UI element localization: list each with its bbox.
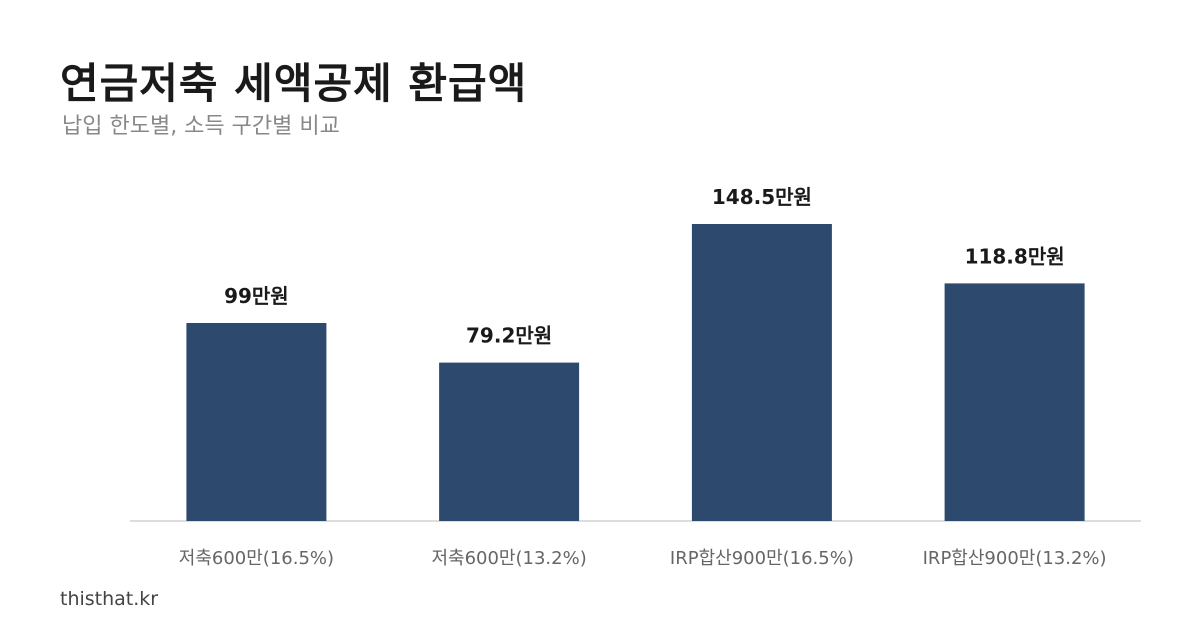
bar-1 — [186, 323, 327, 521]
chart-subtitle: 납입 한도별, 소득 구간별 비교 — [62, 114, 340, 139]
data-labels-layer: 99만원 79.2만원 148.5만원 118.8만원 — [224, 185, 1065, 348]
bar-value-label-1: 99만원 — [224, 284, 289, 308]
x-tick-label-1: 저축600만(16.5%) — [179, 548, 334, 569]
bar-4 — [944, 283, 1085, 521]
chart-title: 연금저축 세액공제 환급액 — [60, 59, 528, 108]
x-tick-label-2: 저축600만(13.2%) — [431, 548, 586, 569]
bar-value-label-3: 148.5만원 — [712, 185, 812, 209]
bar-value-label-4: 118.8만원 — [965, 244, 1065, 268]
x-tick-label-3: IRP합산900만(16.5%) — [670, 548, 854, 569]
bars-layer — [186, 224, 1085, 521]
bar-value-label-2: 79.2만원 — [466, 324, 552, 348]
x-tick-labels-layer: 저축600만(16.5%) 저축600만(13.2%) IRP합산900만(16.5… — [179, 548, 1107, 569]
bar-2 — [439, 362, 580, 521]
x-tick-label-4: IRP합산900만(13.2%) — [923, 548, 1107, 569]
source-credit: thisthat.kr — [60, 588, 159, 610]
bar-3 — [691, 224, 832, 521]
